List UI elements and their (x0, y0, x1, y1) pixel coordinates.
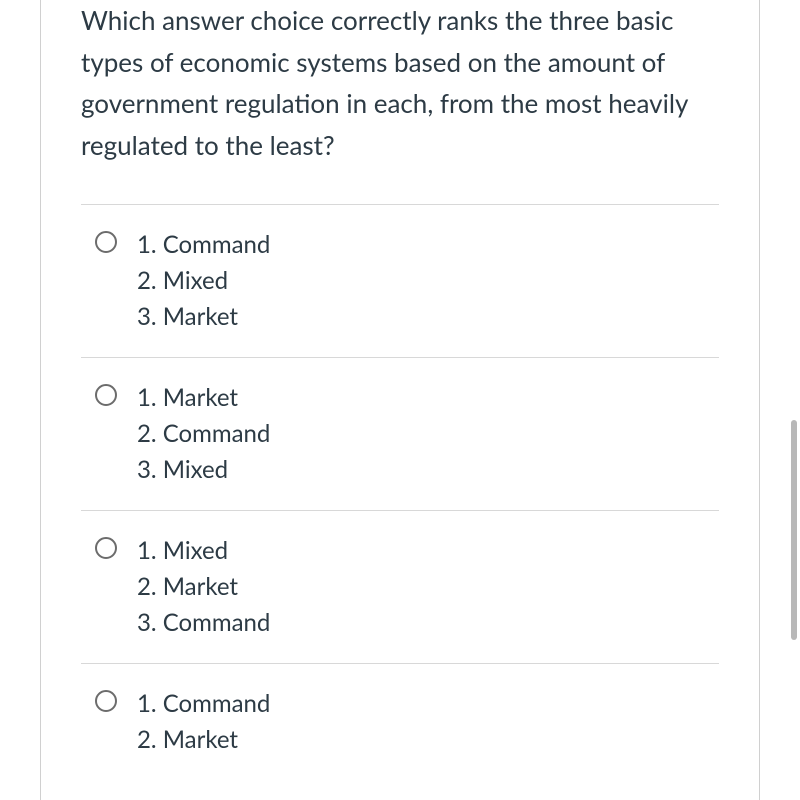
option-row[interactable]: 1. Command 2. Market (81, 664, 719, 780)
option-row[interactable]: 1. Command 2. Mixed 3. Market (81, 205, 719, 358)
radio-icon[interactable] (95, 231, 117, 253)
quiz-container: Which answer choice correctly ranks the … (0, 0, 800, 800)
radio-icon[interactable] (95, 690, 117, 712)
option-line: 3. Market (137, 299, 270, 335)
radio-icon[interactable] (95, 384, 117, 406)
option-line: 2. Command (137, 416, 270, 452)
option-text: 1. Command 2. Mixed 3. Market (137, 227, 270, 335)
option-line: 3. Mixed (137, 452, 270, 488)
option-line: 1. Command (137, 686, 270, 722)
scrollbar-track[interactable] (791, 0, 797, 800)
option-row[interactable]: 1. Market 2. Command 3. Mixed (81, 358, 719, 511)
option-line: 1. Market (137, 380, 270, 416)
question-text: Which answer choice correctly ranks the … (81, 0, 719, 204)
option-line: 1. Command (137, 227, 270, 263)
option-text: 1. Command 2. Market (137, 686, 270, 758)
option-line: 2. Market (137, 569, 270, 605)
scrollbar-thumb[interactable] (791, 420, 797, 640)
option-text: 1. Mixed 2. Market 3. Command (137, 533, 270, 641)
option-line: 2. Market (137, 722, 270, 758)
option-line: 3. Command (137, 605, 270, 641)
option-line: 2. Mixed (137, 263, 270, 299)
options-list: 1. Command 2. Mixed 3. Market 1. Market … (81, 204, 719, 780)
question-card: Which answer choice correctly ranks the … (40, 0, 760, 800)
option-line: 1. Mixed (137, 533, 270, 569)
radio-icon[interactable] (95, 537, 117, 559)
option-row[interactable]: 1. Mixed 2. Market 3. Command (81, 511, 719, 664)
option-text: 1. Market 2. Command 3. Mixed (137, 380, 270, 488)
